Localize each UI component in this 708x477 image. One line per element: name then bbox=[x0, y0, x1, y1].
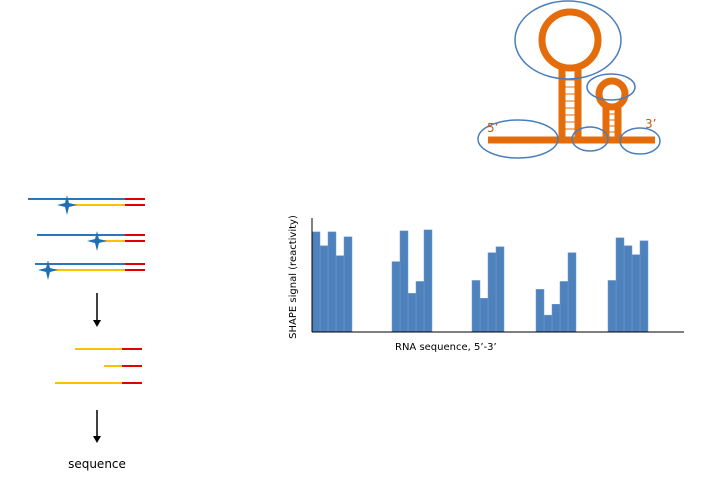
bar bbox=[559, 281, 569, 333]
bar bbox=[535, 289, 545, 333]
primer-extension: sequence bbox=[28, 195, 145, 471]
bar bbox=[567, 252, 577, 333]
x-axis-label: RNA sequence, 5’-3’ bbox=[395, 342, 497, 353]
bar bbox=[415, 281, 425, 333]
bar bbox=[407, 293, 417, 333]
bar bbox=[607, 280, 617, 333]
bar bbox=[311, 231, 321, 333]
bar bbox=[327, 231, 337, 333]
bar bbox=[543, 314, 553, 333]
five-prime-label: 5’ bbox=[487, 121, 498, 135]
bar bbox=[495, 246, 505, 333]
bar bbox=[471, 280, 481, 333]
bar bbox=[615, 237, 625, 333]
bar bbox=[631, 254, 641, 333]
bar bbox=[551, 303, 561, 333]
bar bbox=[399, 230, 409, 333]
bar bbox=[623, 245, 633, 333]
bar bbox=[487, 252, 497, 333]
sequence-label: sequence bbox=[68, 457, 126, 471]
bar bbox=[639, 240, 649, 333]
bar bbox=[319, 245, 329, 333]
y-axis-label: SHAPE signal (reactivity) bbox=[288, 215, 299, 339]
shape-chart: RNA sequence, 5’-3’ SHAPE signal (reacti… bbox=[288, 215, 684, 353]
bar bbox=[391, 261, 401, 333]
bar bbox=[343, 236, 353, 333]
bar bbox=[479, 298, 489, 333]
three-prime-label: 3’ bbox=[645, 117, 656, 131]
rna-structure: 5’ 3’ bbox=[477, 0, 661, 159]
bar bbox=[423, 229, 433, 333]
bar bbox=[335, 255, 345, 333]
